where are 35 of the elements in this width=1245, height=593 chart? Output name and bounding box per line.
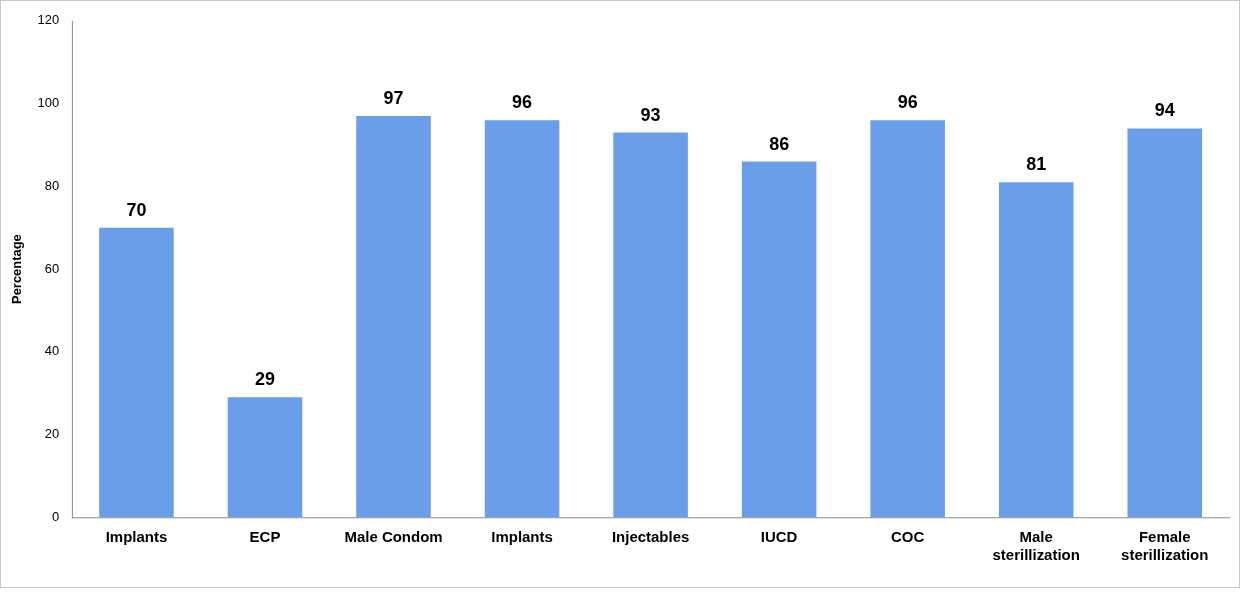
bar bbox=[484, 120, 560, 518]
data-label: 96 bbox=[512, 92, 533, 113]
bar bbox=[1127, 128, 1203, 518]
x-tick-label: IUCD bbox=[760, 528, 798, 546]
y-tick-label: 100 bbox=[37, 95, 60, 111]
data-label: 96 bbox=[897, 92, 918, 113]
bar bbox=[99, 227, 174, 518]
bar bbox=[998, 182, 1074, 518]
x-tick-label: Male sterillization bbox=[992, 528, 1080, 564]
y-tick-label: 80 bbox=[44, 177, 60, 193]
bar bbox=[741, 161, 817, 518]
data-label: 70 bbox=[126, 199, 147, 220]
y-tick-label: 20 bbox=[44, 426, 60, 442]
x-tick-label: Implants bbox=[491, 528, 553, 546]
x-tick-label: COC bbox=[891, 528, 925, 546]
x-tick-label: Male Condom bbox=[344, 528, 443, 546]
y-tick-label: 120 bbox=[37, 12, 60, 28]
y-tick-label: 0 bbox=[51, 508, 60, 524]
x-tick-label: ECP bbox=[249, 528, 281, 546]
bar bbox=[356, 116, 431, 518]
x-tick-label: Injectables bbox=[611, 528, 690, 546]
data-label: 93 bbox=[640, 104, 661, 125]
y-tick-label: 40 bbox=[44, 343, 60, 359]
x-tick-label: Implants bbox=[105, 528, 168, 546]
data-label: 97 bbox=[383, 88, 404, 109]
bar bbox=[870, 120, 945, 518]
data-label: 86 bbox=[769, 133, 790, 154]
data-label: 29 bbox=[255, 369, 275, 390]
x-tick-label: Female sterillization bbox=[1121, 528, 1209, 564]
bar bbox=[613, 132, 688, 518]
data-label: 94 bbox=[1154, 100, 1175, 121]
y-tick-label: 60 bbox=[44, 260, 60, 276]
y-axis-title: Percentage bbox=[9, 234, 25, 304]
bar bbox=[227, 397, 303, 518]
data-label: 81 bbox=[1026, 154, 1047, 175]
